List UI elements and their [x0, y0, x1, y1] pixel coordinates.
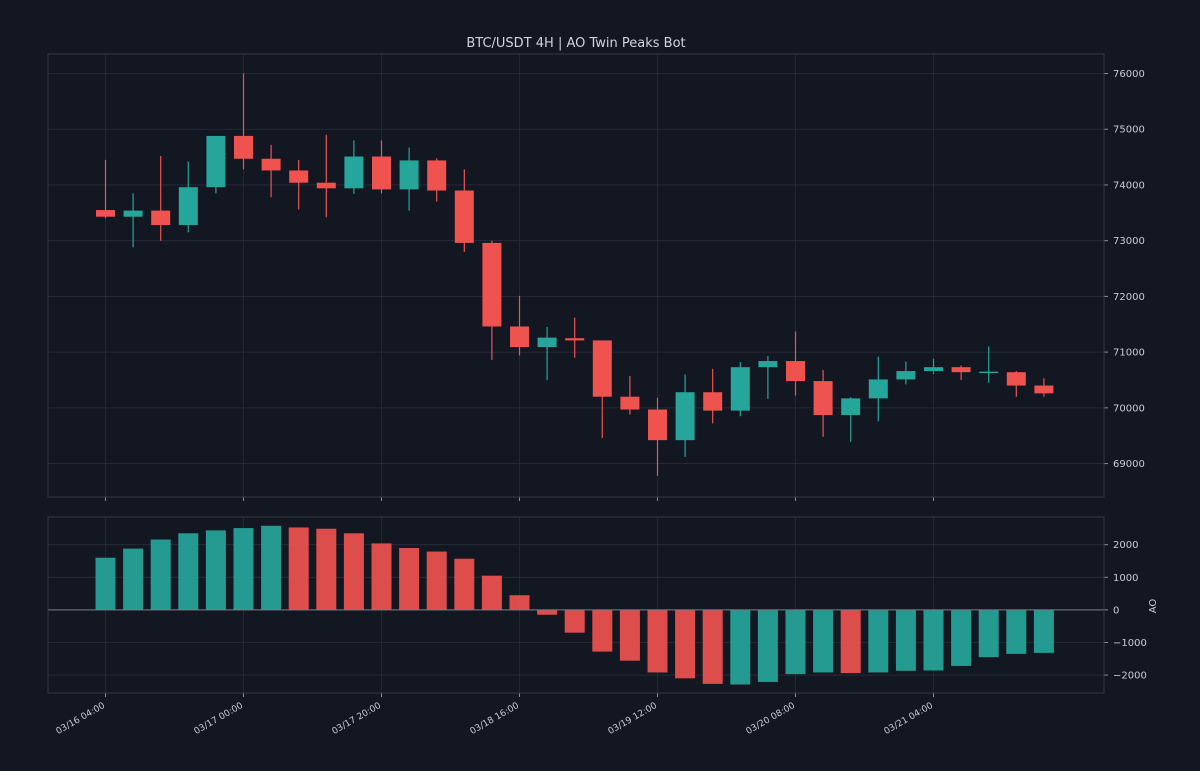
- ao-bar: [813, 609, 834, 673]
- ao-panel: −2000 −1000 0 1000 2000 03/16 04:00 03/17 00:0…: [47, 516, 1147, 737]
- ao-bar: [757, 609, 778, 682]
- ao-bar: [675, 609, 696, 679]
- ao-bar: [426, 551, 447, 610]
- ao-axis-label: AO: [1148, 599, 1159, 614]
- x-tick-label: 03/17 00:00: [193, 701, 246, 737]
- ao-bar: [150, 539, 171, 610]
- candle-body: [454, 190, 474, 243]
- ao-bar: [288, 527, 309, 610]
- candle-body: [896, 371, 916, 380]
- ao-tick-label: 1000: [1113, 573, 1138, 584]
- candle-body: [510, 326, 529, 348]
- ao-bar: [454, 558, 475, 610]
- x-tick-label: 03/20 08:00: [745, 701, 798, 737]
- ao-bar: [95, 557, 116, 610]
- candle-body: [620, 396, 640, 410]
- candle-body: [951, 367, 971, 373]
- price-tick-label: 71000: [1113, 348, 1145, 359]
- x-tick-label: 03/17 20:00: [331, 701, 384, 737]
- candle-body: [206, 135, 226, 188]
- candle-body: [703, 392, 723, 411]
- x-tick-label: 03/16 04:00: [55, 701, 108, 737]
- ao-bar: [178, 533, 199, 610]
- candle-body: [1034, 385, 1054, 394]
- ao-bar: [205, 530, 226, 610]
- candle-body: [234, 135, 253, 159]
- price-tick-label: 70000: [1113, 403, 1145, 414]
- ao-bar: [481, 575, 502, 610]
- candle-body: [979, 371, 999, 374]
- candle-body: [261, 158, 281, 171]
- candle-body: [565, 338, 585, 341]
- price-tick-label: 69000: [1113, 459, 1145, 470]
- candle-body: [123, 210, 143, 217]
- ao-bar: [316, 528, 337, 610]
- candle-body: [372, 156, 391, 190]
- ao-bar: [371, 543, 392, 610]
- ao-bar: [537, 609, 558, 615]
- candle-body: [675, 392, 695, 441]
- candle-body: [427, 160, 447, 191]
- ao-bar: [1033, 609, 1054, 653]
- candle-body: [178, 187, 198, 226]
- price-tick-label: 73000: [1113, 236, 1145, 247]
- price-panel: 69000 70000 71000 72000 73000 74000 75000 76000: [47, 53, 1145, 501]
- ao-bar: [619, 609, 640, 661]
- ao-frame: [47, 516, 1105, 694]
- candle-body: [841, 398, 861, 416]
- candle-body: [1006, 372, 1026, 386]
- ao-bar: [509, 595, 530, 610]
- ao-bar: [730, 609, 751, 685]
- price-tick-label: 75000: [1113, 125, 1145, 136]
- ao-bar: [647, 609, 668, 673]
- candle-body: [537, 337, 557, 348]
- ao-bar: [123, 548, 144, 610]
- candle-body: [786, 361, 805, 382]
- ao-bar: [978, 609, 999, 658]
- candle-body: [316, 182, 336, 189]
- x-tick-label: 03/19 12:00: [607, 701, 660, 737]
- ao-tick-label: 2000: [1113, 540, 1138, 551]
- ao-tick-label: −2000: [1113, 671, 1147, 682]
- candle-body: [592, 340, 612, 397]
- ao-bar: [592, 609, 613, 652]
- ao-bar: [261, 525, 282, 610]
- ao-bar: [840, 609, 861, 674]
- candle-body: [344, 156, 364, 189]
- price-frame: [47, 53, 1105, 498]
- candle-body: [868, 379, 888, 399]
- candle-body: [924, 367, 943, 372]
- ao-tick-label: −1000: [1113, 638, 1147, 649]
- ao-bar: [702, 609, 723, 684]
- ao-bar: [343, 533, 364, 610]
- candle-body: [648, 409, 667, 441]
- ao-bar: [868, 609, 889, 673]
- candle-body: [730, 367, 750, 411]
- ao-bar: [951, 609, 972, 666]
- candle-body: [813, 381, 833, 416]
- candle-body: [758, 361, 778, 368]
- ao-bar: [895, 609, 916, 671]
- candle-body: [96, 210, 115, 217]
- candle-body: [482, 242, 502, 327]
- ao-bar: [923, 609, 944, 671]
- x-tick-label: 03/18 16:00: [469, 701, 522, 737]
- candle-body: [151, 210, 171, 226]
- ao-bar: [564, 609, 585, 633]
- candle-body: [289, 170, 309, 183]
- ao-bar: [785, 609, 806, 675]
- price-tick-label: 72000: [1113, 292, 1145, 303]
- price-tick-label: 74000: [1113, 180, 1145, 191]
- chart-title: BTC/USDT 4H | AO Twin Peaks Bot: [466, 36, 685, 51]
- x-tick-label: 03/21 04:00: [883, 701, 936, 737]
- ao-bar: [1006, 609, 1027, 654]
- ao-bar: [233, 528, 254, 610]
- price-tick-label: 76000: [1113, 69, 1145, 80]
- ao-bar: [399, 547, 420, 610]
- candle-body: [399, 160, 419, 190]
- ao-tick-label: 0: [1113, 605, 1119, 616]
